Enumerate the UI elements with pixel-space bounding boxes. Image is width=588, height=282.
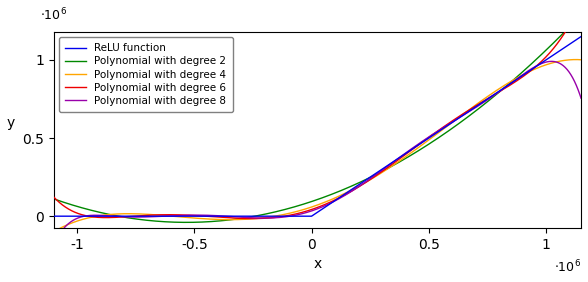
Polynomial with degree 6 [577,0,584,4]
Polynomial with degree 4 [77,218,84,222]
Polynomial with degree 4 [466,108,473,111]
Polynomial with degree 2 [466,114,473,118]
Polynomial with degree 8 [50,243,57,246]
Polynomial with degree 4 [306,206,313,209]
ReLU function [466,110,473,113]
Polynomial with degree 6 [307,208,314,212]
Polynomial with degree 2 [307,200,314,204]
Line: Polynomial with degree 6: Polynomial with degree 6 [54,2,581,219]
Polynomial with degree 8 [562,66,569,70]
Polynomial with degree 8 [77,215,84,219]
Polynomial with degree 8 [293,213,300,217]
Polynomial with degree 8 [577,96,584,100]
ReLU function [306,215,313,218]
X-axis label: x: x [313,257,322,271]
ReLU function [562,45,569,49]
Line: ReLU function: ReLU function [54,37,581,216]
Polynomial with degree 6 [50,195,57,199]
Polynomial with degree 2 [563,29,570,32]
Line: Polynomial with degree 8: Polynomial with degree 8 [54,61,581,244]
Legend: ReLU function, Polynomial with degree 2, Polynomial with degree 4, Polynomial wi: ReLU function, Polynomial with degree 2,… [59,37,233,112]
Polynomial with degree 2 [293,204,300,208]
Polynomial with degree 4 [50,230,57,233]
Polynomial with degree 6 [563,29,570,32]
Polynomial with degree 4 [293,210,300,213]
Polynomial with degree 4 [562,59,569,62]
Text: $\cdot 10^6$: $\cdot 10^6$ [554,259,581,275]
Polynomial with degree 6 [562,30,569,33]
Polynomial with degree 4 [562,59,569,62]
Polynomial with degree 2 [562,29,569,32]
ReLU function [293,215,300,218]
Text: $\cdot 10^6$: $\cdot 10^6$ [40,7,67,23]
Polynomial with degree 2 [77,206,84,209]
Polynomial with degree 8 [548,60,555,63]
Polynomial with degree 6 [248,217,255,220]
Polynomial with degree 6 [77,213,84,216]
Polynomial with degree 2 [50,197,57,201]
Polynomial with degree 2 [577,13,584,17]
Line: Polynomial with degree 2: Polynomial with degree 2 [54,15,581,222]
Line: Polynomial with degree 4: Polynomial with degree 4 [54,60,581,232]
Polynomial with degree 6 [466,108,473,112]
Polynomial with degree 4 [572,58,579,61]
ReLU function [577,35,584,38]
Y-axis label: y: y [7,116,15,130]
Polynomial with degree 4 [577,58,584,61]
ReLU function [50,215,57,218]
ReLU function [562,45,569,49]
Polynomial with degree 2 [183,221,190,224]
Polynomial with degree 8 [306,210,313,213]
Polynomial with degree 8 [563,67,570,70]
ReLU function [77,215,84,218]
Polynomial with degree 6 [293,212,300,215]
Polynomial with degree 8 [466,110,473,113]
